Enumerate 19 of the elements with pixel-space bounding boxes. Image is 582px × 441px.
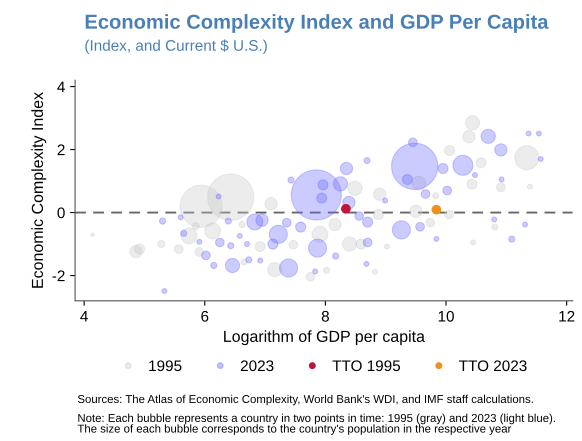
y-tick-label: -2 <box>52 270 65 282</box>
x-tick-label: 4 <box>80 311 88 322</box>
legend-label: TTO 2023 <box>459 360 527 372</box>
legend-label: 1995 <box>149 360 182 372</box>
source-note: Sources: The Atlas of Economic Complexity, World Bank's WDI, and IMF staff calculations. <box>78 394 533 406</box>
text: Note: Each bubble represents a country in two points in time: 1995 (gray) and 2023 (light blue). The size of each bubble corresponds to the country's population in the respective year <box>78 414 555 435</box>
chart-subtitle: (Index, and Current $ U.S.) <box>85 39 267 54</box>
x-axis-title: Logarithm of GDP per capita <box>224 330 425 346</box>
x-tick-label: 6 <box>201 310 208 322</box>
chart-title: Economic Complexity Index and GDP Per Capita <box>86 14 549 33</box>
y-tick-label: 0 <box>57 207 65 218</box>
x-tick-label: 12 <box>559 310 574 322</box>
x-tick-label: 8 <box>322 310 329 322</box>
y-tick-label: 2 <box>58 144 65 156</box>
y-tick-label: 4 <box>57 82 65 92</box>
x-tick-label: 10 <box>438 310 454 322</box>
y-axis-title: Economic Complexity Index <box>31 92 46 288</box>
legend-label: TTO 1995 <box>332 360 400 372</box>
legend-label: 2023 <box>240 360 274 372</box>
